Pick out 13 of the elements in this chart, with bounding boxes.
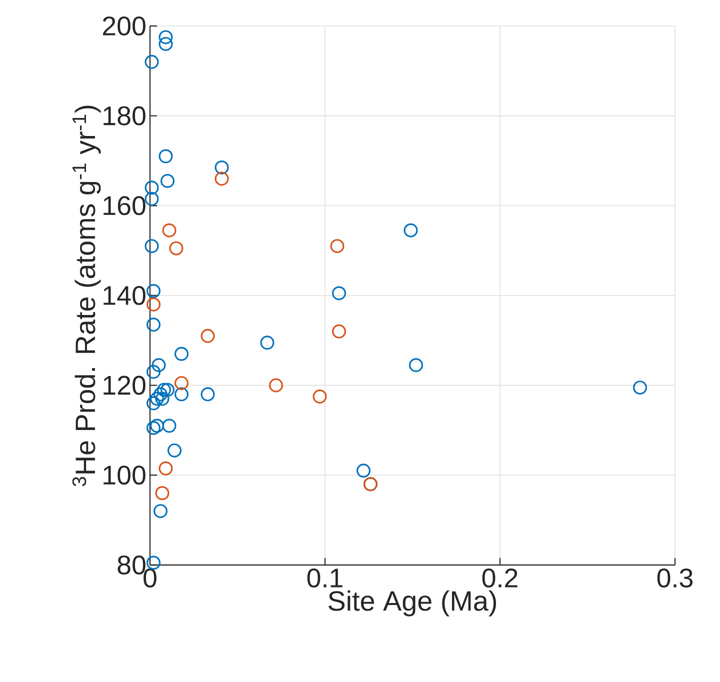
y-tick-label: 80 [118, 555, 146, 575]
x-tick-label: 0.3 [657, 568, 693, 588]
x-tick-label: 0.2 [482, 568, 518, 588]
x-axis-title: Site Age (Ma) [328, 590, 496, 616]
y-tick-label: 180 [104, 106, 146, 126]
y-tick-label: 100 [104, 466, 146, 485]
y-tick-label: 200 [102, 16, 146, 36]
y-tick-label: 120 [104, 376, 146, 395]
y-tick-label: 160 [104, 196, 146, 216]
x-tick-label: 0.1 [307, 568, 342, 588]
y-tick-label: 140 [104, 286, 146, 306]
x-tick-label: 0 [144, 568, 156, 588]
y-axis-title: $^{3}$He Prod. Rate (atoms g$^{-1}$ yr$^{-1}$) [72, 106, 101, 486]
